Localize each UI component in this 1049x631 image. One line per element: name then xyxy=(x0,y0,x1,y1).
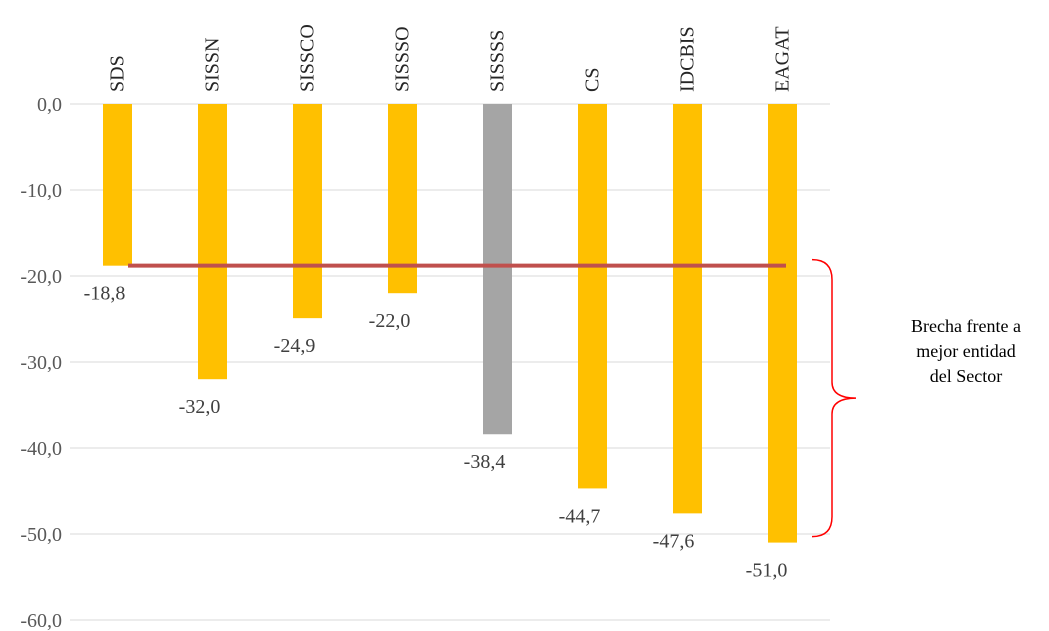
data-label: -51,0 xyxy=(746,560,788,582)
annotation-line: mejor entidad xyxy=(916,341,1015,361)
category-label: SDS xyxy=(107,55,129,92)
data-label: -24,9 xyxy=(274,335,316,357)
bar xyxy=(198,104,227,380)
data-label: -18,8 xyxy=(84,283,126,305)
annotation-line: del Sector xyxy=(930,366,1002,386)
y-axis-ticks: 0,0 -10,0 -20,0 -30,0 -40,0 -50,0 -60,0 xyxy=(20,94,62,631)
bar xyxy=(103,104,132,266)
y-tick-label: -50,0 xyxy=(20,524,62,546)
bar xyxy=(768,104,797,543)
data-label: -47,6 xyxy=(653,530,695,552)
y-tick-label: -20,0 xyxy=(20,266,62,288)
bar xyxy=(483,104,512,435)
annotation-line: Brecha frente a xyxy=(911,316,1021,336)
category-label: SISSSS xyxy=(487,30,509,92)
gap-annotation-text: Brecha frente a mejor entidad del Sector xyxy=(911,316,1021,386)
bar xyxy=(293,104,322,319)
y-tick-label: -30,0 xyxy=(20,352,62,374)
y-tick-label: -60,0 xyxy=(20,610,62,631)
data-label: -38,4 xyxy=(464,451,506,473)
category-label: SISSN xyxy=(202,38,224,92)
category-label: CS xyxy=(582,68,604,92)
category-label: IDCBIS xyxy=(677,26,699,92)
y-tick-label: -10,0 xyxy=(20,180,62,202)
category-labels: SDS SISSN SISSCO SISSSO SISSSS CS IDCBIS EAGAT xyxy=(107,24,794,92)
grid-lines xyxy=(70,103,830,621)
bar xyxy=(388,104,417,294)
bar xyxy=(578,104,607,489)
y-tick-label: 0,0 xyxy=(37,94,62,116)
data-label: -44,7 xyxy=(559,505,601,527)
data-labels: -18,8 -32,0 -24,9 -22,0 -38,4 -44,7 -47,6 -51,0 xyxy=(84,283,788,582)
data-label: -32,0 xyxy=(179,396,221,418)
category-label: SISSSO xyxy=(392,26,414,92)
gap-annotation: Brecha frente a mejor entidad del Sector xyxy=(811,258,1021,538)
bar xyxy=(673,104,702,514)
data-label: -22,0 xyxy=(369,310,411,332)
gap-brace xyxy=(811,258,857,538)
y-tick-label: -40,0 xyxy=(20,438,62,460)
category-label: SISSCO xyxy=(297,24,319,92)
category-label: EAGAT xyxy=(772,26,794,92)
bars xyxy=(103,104,797,543)
